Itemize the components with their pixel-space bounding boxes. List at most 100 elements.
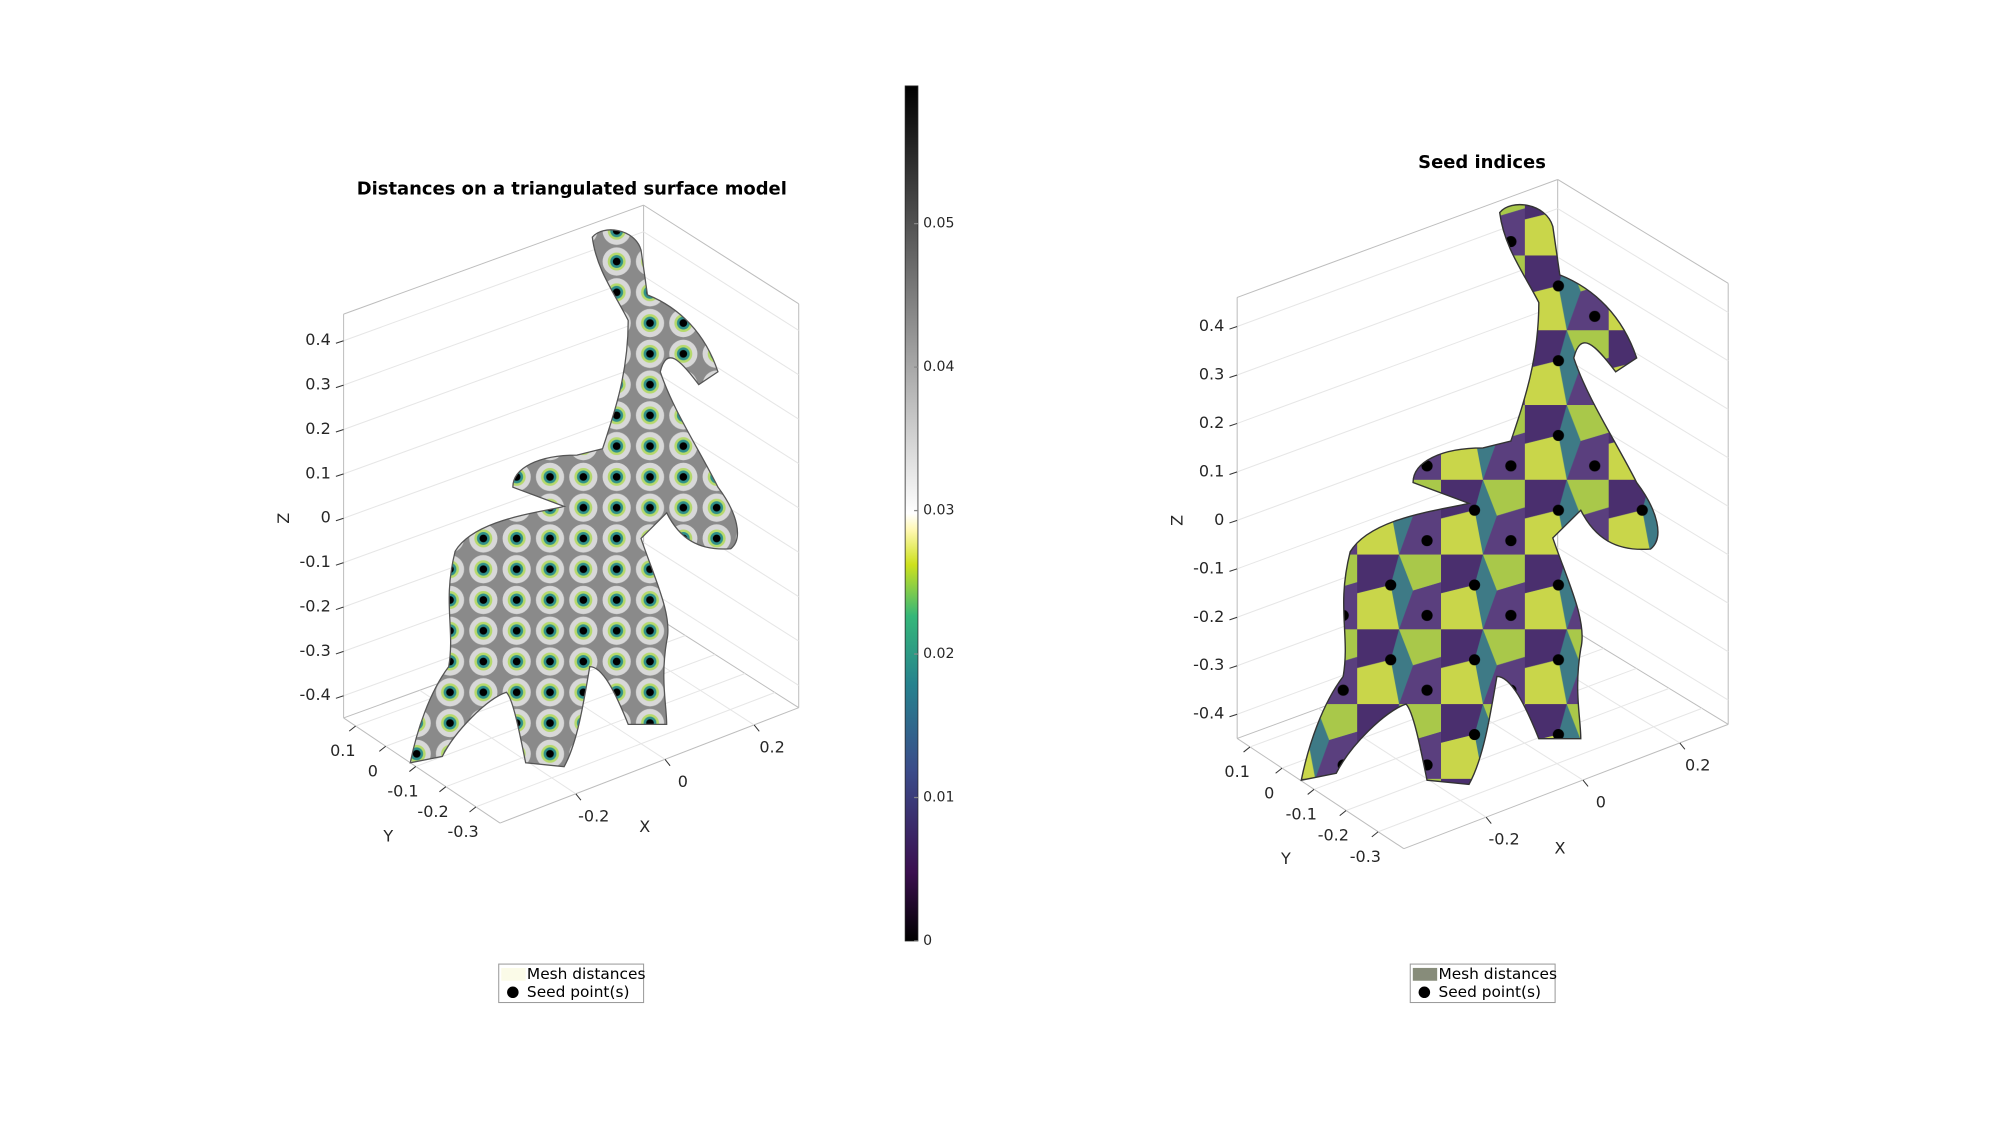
box-edge — [343, 204, 644, 315]
legend-label: Mesh distances — [1438, 965, 1557, 983]
y-tick-label: 0.1 — [330, 741, 355, 760]
tick-mark — [1229, 665, 1238, 669]
y-tick-label: 0 — [368, 761, 378, 780]
surface-mesh — [409, 229, 739, 768]
y-tick-label: 0.1 — [1224, 762, 1249, 781]
tick-mark — [378, 745, 387, 752]
grid-line — [1236, 305, 1558, 424]
grid-line — [1236, 401, 1558, 521]
tick-mark — [335, 562, 344, 566]
grid-line — [643, 541, 799, 642]
colorbar-tick-label: 0.03 — [923, 503, 954, 519]
legend-marker — [1418, 986, 1431, 999]
tick-mark — [1371, 831, 1379, 838]
colorbar-tick-label: 0.05 — [923, 216, 954, 232]
tick-mark — [335, 428, 344, 433]
tick-mark — [1229, 471, 1238, 475]
grid-line — [343, 275, 644, 386]
grid-line — [1557, 547, 1729, 653]
box-edge — [643, 204, 799, 305]
z-tick-label: 0.2 — [305, 419, 330, 438]
z-tick-label: 0.1 — [305, 463, 330, 482]
tick-mark — [409, 766, 417, 772]
grid-line — [1378, 707, 1703, 833]
surface-mesh — [1300, 203, 1659, 786]
x-tick-label: -0.2 — [1488, 830, 1519, 849]
box-edge — [499, 707, 799, 824]
z-tick-label: -0.3 — [300, 641, 331, 660]
z-tick-label: -0.1 — [1193, 558, 1224, 577]
box-edge — [1236, 738, 1405, 850]
tick-mark — [335, 473, 344, 477]
tick-mark — [575, 793, 582, 801]
z-tick-label: -0.1 — [300, 552, 331, 571]
x-tick-label: -0.2 — [578, 806, 609, 825]
x-tick-label: 0.2 — [1685, 755, 1710, 774]
grid-line — [475, 692, 776, 808]
colorbar-tick-label: 0.01 — [923, 790, 954, 806]
grid-line — [1345, 687, 1670, 812]
tick-mark — [1243, 746, 1251, 753]
grid-line — [1236, 256, 1558, 376]
tick-mark — [348, 725, 356, 732]
legend-swatch — [501, 967, 526, 981]
tick-mark — [1679, 742, 1686, 750]
z-tick-label: 0.4 — [305, 330, 330, 349]
chart-title: Seed indices — [1418, 152, 1546, 173]
box-edge — [1557, 179, 1729, 284]
legend-label: Seed point(s) — [1438, 983, 1541, 1001]
box-edge — [643, 608, 799, 709]
z-tick-label: 0.1 — [1199, 461, 1224, 480]
z-tick-label: 0.2 — [1199, 413, 1224, 432]
x-tick-label: 0.2 — [759, 737, 784, 756]
legend-marker — [507, 986, 519, 999]
y-tick-label: 0 — [1264, 783, 1274, 802]
legend-swatch — [1412, 967, 1438, 981]
z-tick-label: 0.3 — [1199, 364, 1224, 383]
legend-label: Mesh distances — [527, 965, 646, 983]
x-axis-label: X — [1555, 839, 1566, 858]
grid-line — [643, 364, 799, 465]
tick-mark — [335, 517, 344, 522]
tick-mark — [1229, 374, 1238, 379]
grid-line — [643, 275, 799, 376]
box-edge — [1403, 723, 1729, 850]
y-tick-label: -0.1 — [1286, 804, 1317, 823]
text-layer: 0.40.30.20.10-0.1-0.2-0.3-0.4Z-0.200.2X0… — [274, 85, 1710, 1004]
y-tick-label: -0.3 — [448, 822, 479, 841]
y-axis-label: Y — [382, 826, 393, 845]
z-tick-label: -0.2 — [1193, 607, 1224, 626]
x-tick-label: 0 — [678, 772, 688, 791]
z-tick-label: 0.3 — [305, 375, 330, 394]
z-tick-label: 0.4 — [1199, 316, 1224, 335]
grid-line — [445, 673, 746, 788]
tick-mark — [1485, 816, 1492, 824]
tick-mark — [335, 340, 344, 344]
colorbar — [904, 85, 919, 942]
tick-mark — [1229, 326, 1238, 330]
y-tick-label: -0.1 — [387, 782, 418, 801]
grid-line — [1557, 256, 1729, 362]
grid-line — [343, 364, 644, 475]
grid-line — [343, 320, 644, 430]
tick-mark — [469, 806, 477, 813]
tick-mark — [1307, 788, 1315, 795]
grid-line — [1557, 595, 1729, 701]
grid-line — [1236, 353, 1558, 473]
box-edge — [1236, 179, 1558, 298]
grid-line — [643, 231, 799, 331]
tick-mark — [335, 650, 344, 655]
z-tick-label: -0.4 — [1193, 704, 1224, 723]
y-axis-label: Y — [1280, 849, 1291, 868]
grid-line — [343, 231, 644, 342]
colorbar-tick-label: 0.02 — [923, 646, 954, 662]
tick-mark — [1339, 810, 1347, 817]
tick-mark — [1229, 568, 1238, 572]
tick-mark — [1582, 779, 1589, 787]
y-tick-label: -0.2 — [417, 802, 448, 821]
tick-mark — [335, 606, 344, 611]
y-tick-label: -0.3 — [1350, 847, 1381, 866]
box-edge — [1557, 620, 1729, 725]
